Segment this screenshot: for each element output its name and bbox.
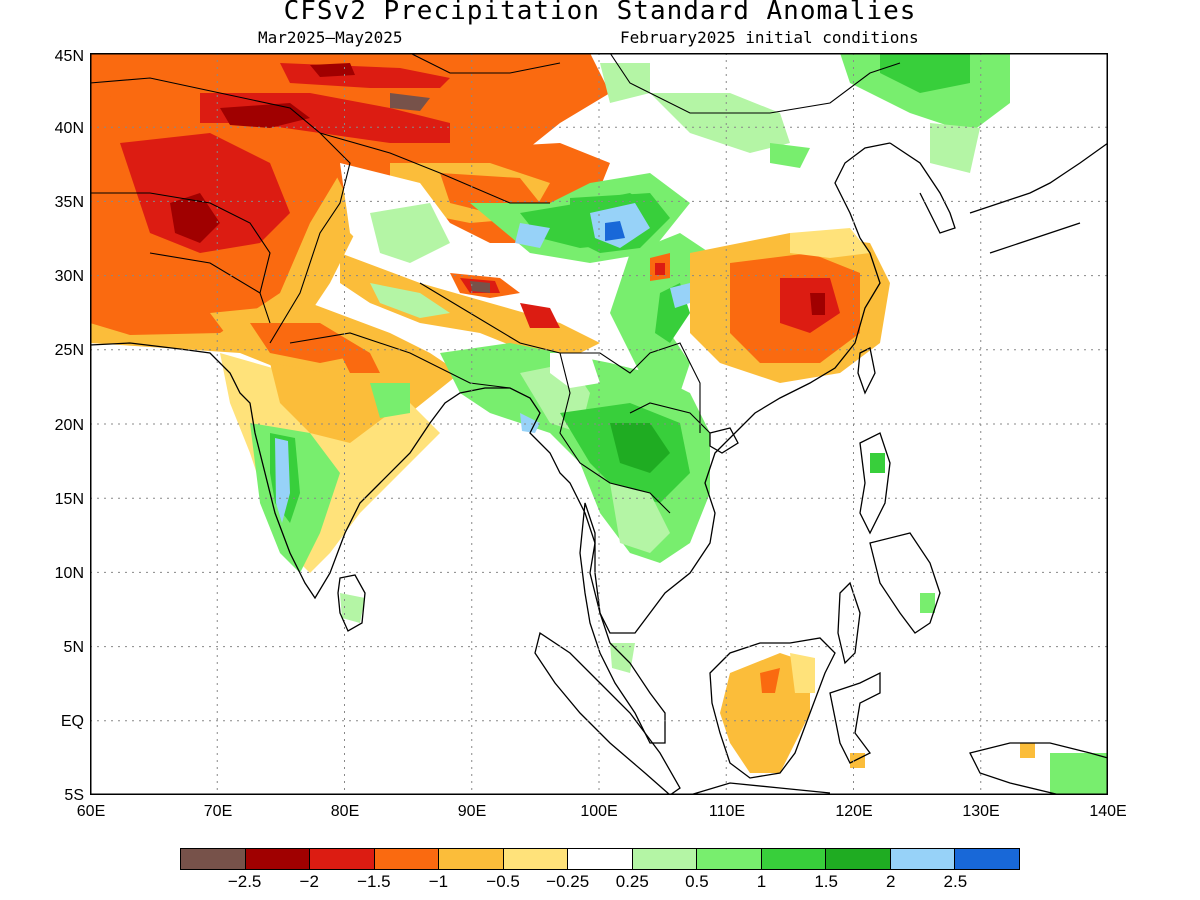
color-legend [180, 848, 1020, 870]
lat-label: 20N [54, 417, 84, 434]
legend-tick-label: 1 [756, 872, 767, 891]
legend-tick-label: −1.5 [357, 872, 391, 891]
lon-label: 100E [580, 803, 618, 820]
subtitle-season: Mar2025–May2025 [258, 28, 403, 47]
precipitation-anomaly-map [90, 53, 1108, 795]
legend-tick-label: 1.5 [814, 872, 838, 891]
subtitle-initial-conditions: February2025 initial conditions [620, 28, 919, 47]
legend-swatch [310, 849, 375, 869]
legend-tick-label: 2.5 [943, 872, 968, 891]
legend-tick-label: −2 [299, 872, 319, 891]
lat-label: 5S [64, 787, 84, 804]
lon-label: 120E [835, 803, 873, 820]
lon-label: 130E [962, 803, 1000, 820]
country-borders [90, 53, 901, 514]
legend-tick-label: 0.5 [685, 872, 709, 891]
lon-label: 80E [330, 803, 360, 820]
legend-tick-label: 0.25 [615, 872, 649, 891]
map-title: CFSv2 Precipitation Standard Anomalies [283, 0, 917, 26]
legend-tick-label: 2 [886, 872, 896, 891]
legend-swatch [826, 849, 891, 869]
lat-label: 35N [54, 194, 84, 211]
lon-label: 140E [1089, 803, 1127, 820]
legend-swatch [761, 849, 827, 869]
legend-swatch [632, 849, 698, 869]
legend-tick-label: −0.5 [486, 872, 520, 891]
legend-swatch [503, 849, 569, 869]
lat-label: 15N [54, 491, 84, 508]
legend-swatch [697, 849, 762, 869]
lat-label: 5N [63, 639, 84, 656]
graticule [90, 53, 1108, 795]
legend-swatch [890, 849, 956, 869]
legend-swatch [374, 849, 440, 869]
lat-label: 10N [54, 565, 84, 582]
legend-tick-label: −1 [428, 872, 449, 891]
map-frame [90, 53, 1108, 795]
lon-label: 60E [76, 803, 106, 820]
lat-label: 25N [54, 342, 84, 359]
lat-label: EQ [60, 713, 84, 730]
lat-label: 45N [54, 48, 84, 65]
legend-swatch [181, 849, 246, 869]
lon-label: 70E [203, 803, 233, 820]
lat-label: 40N [54, 120, 84, 137]
legend-tick-label: −2.5 [227, 872, 262, 891]
lon-label: 90E [457, 803, 487, 820]
legend-swatch [245, 849, 311, 869]
lon-label: 110E [708, 803, 746, 820]
coastlines [90, 142, 1108, 795]
lat-label: 30N [54, 268, 84, 285]
legend-swatch [568, 849, 633, 869]
anomaly-field [90, 53, 1108, 795]
legend-swatch [439, 849, 504, 869]
legend-swatch [955, 849, 1019, 869]
legend-tick-label: −0.25 [546, 872, 590, 891]
